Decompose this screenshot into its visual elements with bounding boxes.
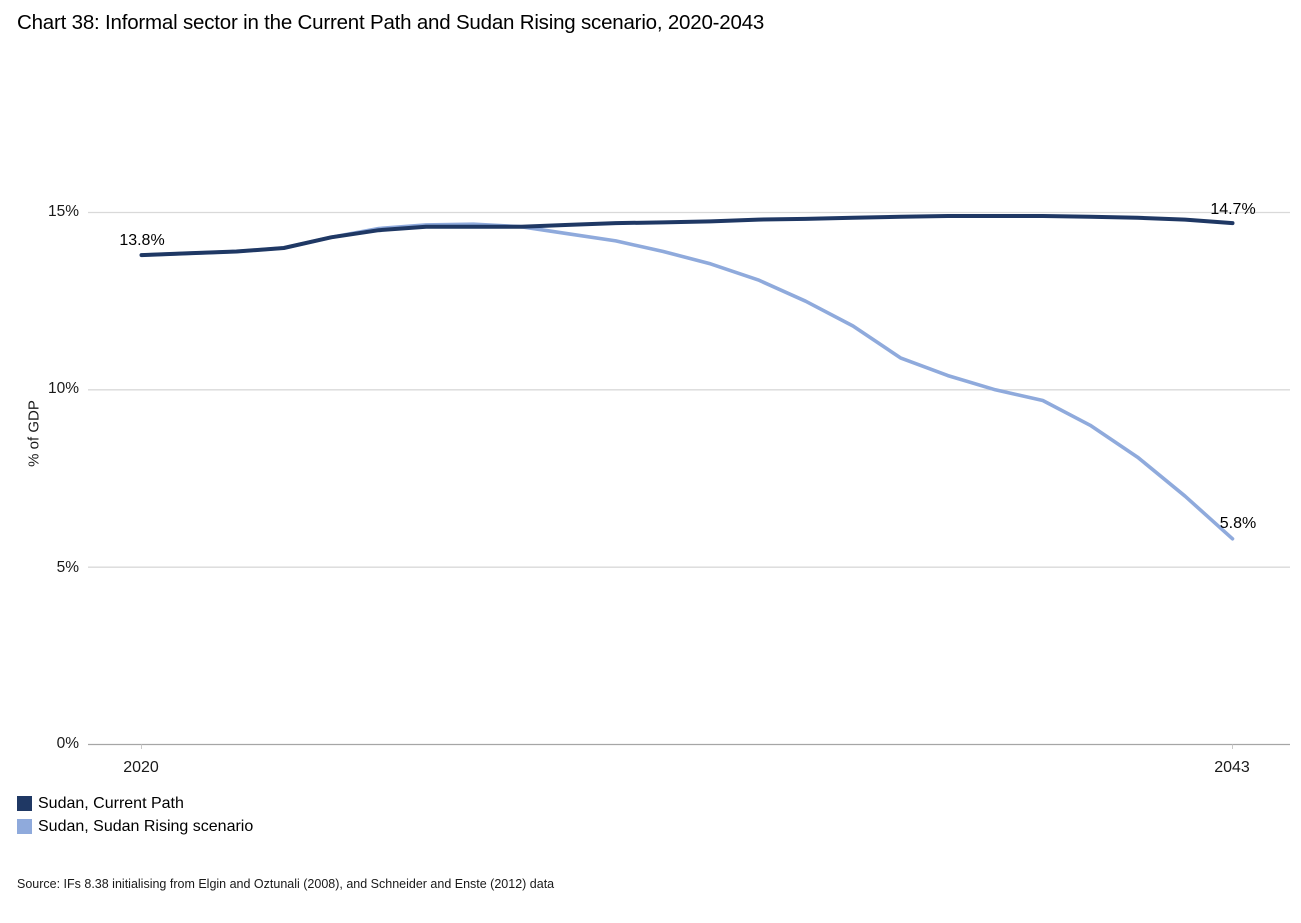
data-label-current-path-end: 14.7% xyxy=(1210,201,1256,218)
data-label-sudan-rising-end: 5.8% xyxy=(1219,515,1257,532)
y-axis-label: % of GDP xyxy=(25,400,43,467)
legend-item-sudan-rising: Sudan, Sudan Rising scenario xyxy=(17,815,253,838)
source-note: Source: IFs 8.38 initialising from Elgin… xyxy=(17,877,555,891)
series-line-sudan-sudan-rising-scenario xyxy=(139,222,1235,541)
data-label-current-path-start: 13.8% xyxy=(119,232,165,249)
chart-title: Chart 38: Informal sector in the Current… xyxy=(17,11,765,34)
x-tick-2020: 2020 xyxy=(123,759,159,776)
legend-label-sudan-rising: Sudan, Sudan Rising scenario xyxy=(38,817,254,835)
y-tick-10: 10% xyxy=(47,380,79,397)
legend-item-current-path: Sudan, Current Path xyxy=(17,792,253,815)
legend-swatch-sudan-rising xyxy=(17,819,32,834)
legend: Sudan, Current Path Sudan, Sudan Rising … xyxy=(17,792,253,838)
y-tick-15: 15% xyxy=(47,203,79,220)
y-tick-5: 5% xyxy=(56,559,79,576)
x-tick-2043: 2043 xyxy=(1214,759,1250,776)
legend-label-current-path: Sudan, Current Path xyxy=(38,794,184,812)
series-line-sudan-current-path xyxy=(139,214,1235,258)
y-tick-0: 0% xyxy=(56,735,79,752)
legend-swatch-current-path xyxy=(17,796,32,811)
